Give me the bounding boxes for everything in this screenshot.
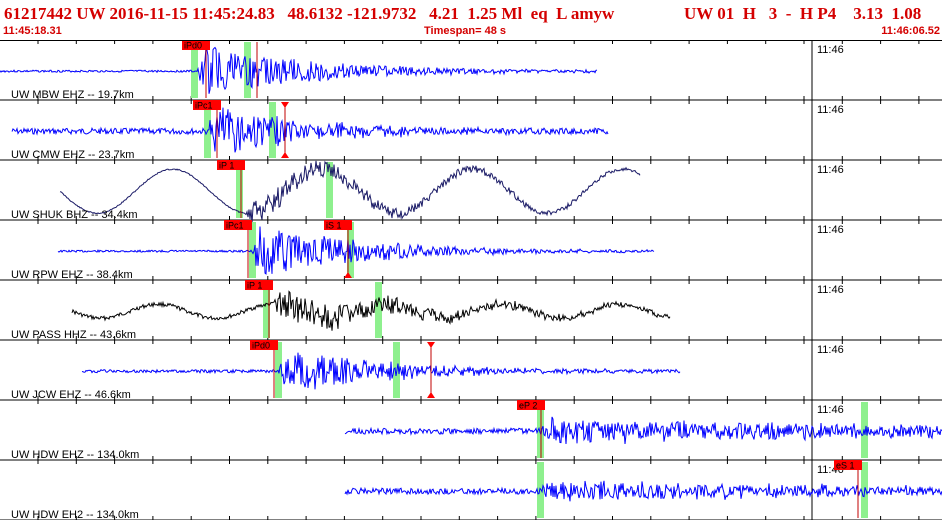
pick-marker-icon bbox=[344, 222, 352, 228]
minute-label: 11:46 bbox=[817, 284, 844, 296]
end-time: 11:46:06.52 bbox=[881, 25, 940, 37]
trace-row[interactable]: 11:46 iP 1 UW PASS HHZ -- 43.6km bbox=[0, 280, 942, 341]
pick-marker-icon bbox=[427, 342, 435, 348]
pick-flag[interactable] bbox=[245, 280, 273, 290]
pick-window bbox=[269, 102, 276, 158]
channel-label: UW CMW EHZ -- 23.7km bbox=[11, 149, 134, 161]
pick-marker-icon bbox=[344, 272, 352, 278]
pick-flag[interactable] bbox=[193, 100, 221, 110]
channel-label: UW MBW EHZ -- 19.7km bbox=[11, 89, 134, 101]
pick-flag[interactable] bbox=[517, 400, 545, 410]
trace-row[interactable]: 11:46 iPc1 iS 1 UW RPW EHZ -- 38.4km bbox=[0, 220, 942, 281]
pick-flag[interactable] bbox=[834, 460, 862, 470]
pick-flag[interactable] bbox=[324, 220, 352, 230]
waveform bbox=[59, 160, 641, 224]
pick-window bbox=[249, 222, 256, 278]
minute-label: 11:46 bbox=[817, 104, 844, 116]
pick-window bbox=[326, 162, 333, 218]
pick-label: iPc1 bbox=[195, 101, 213, 111]
pick-window bbox=[537, 462, 544, 518]
channel-label: UW JCW EHZ -- 46.6km bbox=[11, 389, 131, 401]
pick-flag[interactable] bbox=[182, 40, 210, 50]
seismogram-panel[interactable]: 11:46 iPd0 UW MBW EHZ -- 19.7km 11:46 iPc1 UW… bbox=[0, 40, 942, 520]
event-header: 61217442 UW 2016-11-15 11:45:24.83 48.61… bbox=[0, 0, 942, 40]
event-summary: 61217442 UW 2016-11-15 11:45:24.83 48.61… bbox=[4, 4, 615, 23]
waveform bbox=[0, 46, 598, 94]
pick-flag[interactable] bbox=[250, 340, 278, 350]
pick-marker-icon bbox=[281, 152, 289, 158]
trace-row[interactable]: 11:46 iPc1 UW CMW EHZ -- 23.7km bbox=[0, 100, 942, 161]
minute-label: 11:46 bbox=[817, 344, 844, 356]
waveform bbox=[344, 480, 942, 502]
waveform bbox=[71, 290, 671, 331]
channel-label: UW HDW EH2 -- 134.0km bbox=[11, 509, 139, 520]
pick-label: eS 1 bbox=[836, 461, 855, 471]
trace-row[interactable]: 11:46 iPd0 UW JCW EHZ -- 46.6km bbox=[0, 340, 942, 401]
minute-label: 11:46 bbox=[817, 44, 844, 56]
pick-marker-icon bbox=[427, 392, 435, 398]
minute-label: 11:46 bbox=[817, 164, 844, 176]
event-quality-summary: UW 01 H 3 - H P4 3.13 1.08 bbox=[684, 4, 922, 23]
pick-label: iS 1 bbox=[326, 221, 342, 231]
trace-row[interactable]: 11:46 eP 2 UW HDW EHZ -- 134.0km bbox=[0, 400, 942, 461]
channel-label: UW HDW EHZ -- 134.0km bbox=[11, 449, 139, 461]
pick-label: iPd0 bbox=[184, 41, 202, 51]
channel-label: UW PASS HHZ -- 43.6km bbox=[11, 329, 136, 341]
trace-row[interactable]: 11:46 iP 1 UW SHUK BHZ -- 34.4km bbox=[0, 160, 942, 224]
pick-label: iPc1 bbox=[226, 221, 244, 231]
pick-window bbox=[244, 42, 251, 98]
waveform bbox=[57, 226, 655, 275]
channel-label: UW RPW EHZ -- 38.4km bbox=[11, 269, 133, 281]
minute-label: 11:46 bbox=[817, 224, 844, 236]
pick-window bbox=[275, 342, 282, 398]
timespan-label: Timespan= 48 s bbox=[424, 25, 507, 37]
pick-label: iPd0 bbox=[252, 341, 270, 351]
waveform bbox=[11, 107, 609, 153]
trace-row[interactable]: 11:46 iPd0 UW MBW EHZ -- 19.7km bbox=[0, 40, 942, 101]
pick-window bbox=[263, 282, 270, 338]
pick-label: iP 1 bbox=[247, 281, 262, 291]
pick-flag[interactable] bbox=[224, 220, 252, 230]
pick-flag[interactable] bbox=[217, 160, 245, 170]
pick-window bbox=[236, 162, 243, 218]
start-time: 11:45:18.31 bbox=[3, 25, 62, 37]
pick-label: eP 2 bbox=[519, 401, 537, 411]
pick-window bbox=[375, 282, 382, 338]
pick-label: iP 1 bbox=[219, 161, 234, 171]
minute-label: 11:46 bbox=[817, 404, 844, 416]
waveform bbox=[344, 416, 942, 445]
waveform bbox=[81, 352, 681, 390]
pick-marker-icon bbox=[281, 102, 289, 108]
pick-window bbox=[191, 42, 198, 98]
channel-label: UW SHUK BHZ -- 34.4km bbox=[11, 209, 138, 221]
